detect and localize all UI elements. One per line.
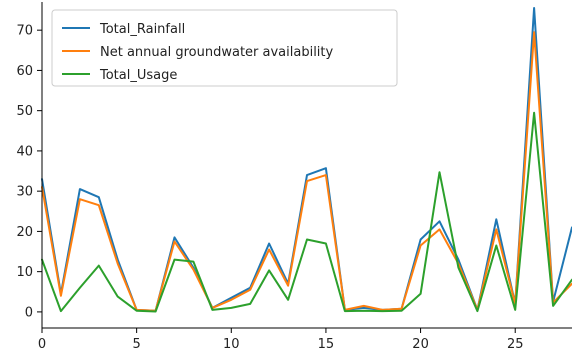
- x-tick-label: 15: [318, 337, 335, 352]
- x-tick-label: 0: [38, 337, 46, 352]
- y-tick-label: 70: [16, 24, 33, 39]
- legend-label-1: Net annual groundwater availability: [100, 45, 334, 60]
- legend-label-0: Total_Rainfall: [99, 22, 185, 37]
- x-tick-label: 25: [507, 337, 524, 352]
- series-line-2: [41, 111, 572, 313]
- y-tick-label: 40: [16, 144, 33, 159]
- y-tick-label: 0: [25, 305, 33, 320]
- y-tick-label: 50: [16, 104, 33, 119]
- series-line-1: [41, 31, 572, 312]
- y-tick-label: 30: [16, 185, 33, 200]
- series-layer: [41, 7, 572, 313]
- x-tick-label: 10: [223, 337, 240, 352]
- axes-layer: 0 10 20 30 40 50 60 70 0 5 10 15 20 25: [16, 2, 572, 352]
- x-tick-label: 5: [133, 337, 141, 352]
- y-tick-label: 10: [16, 265, 33, 280]
- y-tick-label: 60: [16, 64, 33, 79]
- x-tick-label: 20: [412, 337, 429, 352]
- legend-frame: [51, 9, 398, 87]
- legend: Total_Rainfall Net annual groundwater ava…: [51, 9, 398, 87]
- y-tick-label: 20: [16, 225, 33, 240]
- legend-label-2: Total_Usage: [99, 68, 177, 83]
